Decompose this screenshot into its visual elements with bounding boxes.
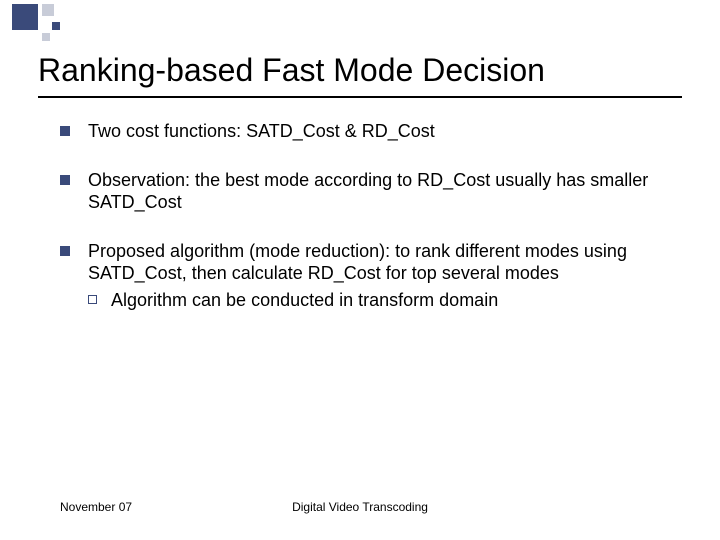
slide-title: Ranking-based Fast Mode Decision	[38, 52, 545, 89]
bullet-marker-icon	[60, 175, 70, 185]
sub-bullet-item: Algorithm can be conducted in transform …	[88, 289, 670, 312]
deco-square-small-1	[42, 33, 50, 41]
sub-bullet-marker-icon	[88, 295, 97, 304]
bullet-text: Two cost functions: SATD_Cost & RD_Cost	[88, 120, 435, 143]
footer-date: November 07	[60, 500, 132, 514]
bullet-item: Two cost functions: SATD_Cost & RD_Cost	[60, 120, 670, 143]
bullet-item: Proposed algorithm (mode reduction): to …	[60, 240, 670, 312]
sub-bullet-text: Algorithm can be conducted in transform …	[111, 289, 498, 312]
title-underline	[38, 96, 682, 98]
deco-square-small-2	[52, 22, 60, 30]
bullet-text: Proposed algorithm (mode reduction): to …	[88, 240, 670, 285]
bullet-marker-icon	[60, 126, 70, 136]
deco-square-large	[12, 4, 38, 30]
bullet-text: Observation: the best mode according to …	[88, 169, 670, 214]
bullet-item: Observation: the best mode according to …	[60, 169, 670, 214]
slide-content: Two cost functions: SATD_Cost & RD_Cost …	[60, 120, 670, 337]
corner-decoration	[0, 0, 130, 46]
bullet-marker-icon	[60, 246, 70, 256]
slide-footer: Digital Video Transcoding November 07	[0, 500, 720, 520]
deco-square-medium	[42, 4, 54, 16]
